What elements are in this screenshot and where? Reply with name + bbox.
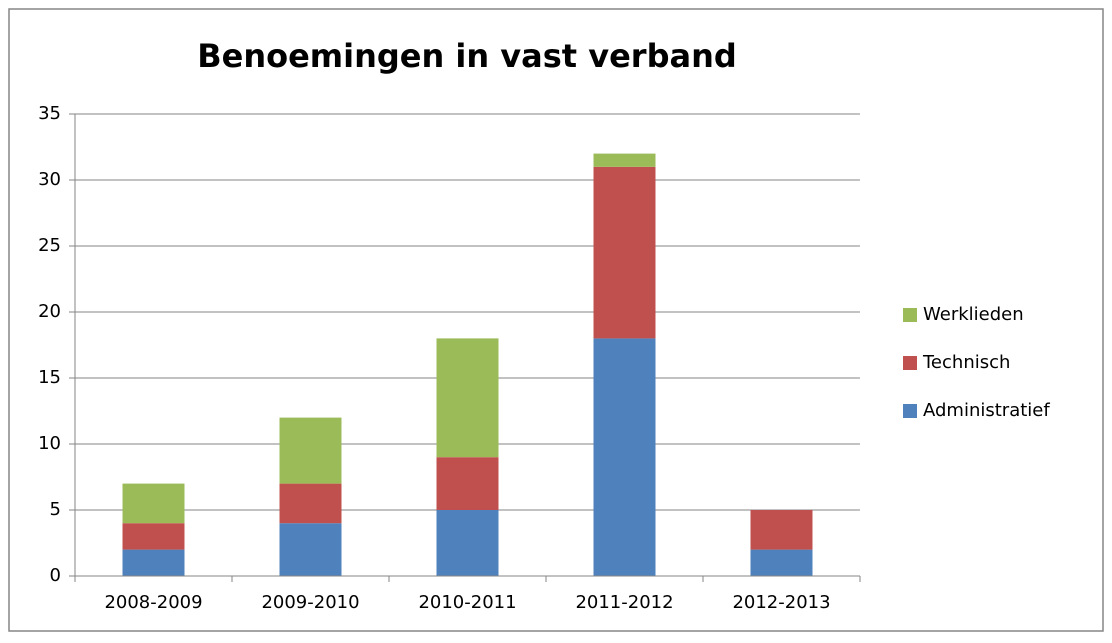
y-tick-label: 30 bbox=[38, 169, 61, 190]
bar-segment bbox=[122, 523, 185, 550]
bar-segment bbox=[593, 166, 656, 339]
bar-segment bbox=[436, 338, 499, 458]
bar-segment bbox=[436, 457, 499, 510]
bar-segment bbox=[279, 523, 342, 576]
legend-label: Administratief bbox=[923, 400, 1050, 421]
x-tick-label: 2011-2012 bbox=[575, 592, 673, 613]
bar-segment bbox=[279, 417, 342, 484]
bar-segment bbox=[593, 153, 656, 167]
y-tick-label: 5 bbox=[50, 499, 61, 520]
chart-frame bbox=[8, 8, 1104, 632]
legend-swatch bbox=[903, 356, 917, 370]
bar-segment bbox=[750, 549, 813, 576]
legend-swatch bbox=[903, 308, 917, 322]
bar-segment bbox=[436, 510, 499, 576]
y-tick-label: 20 bbox=[38, 301, 61, 322]
legend-label: Werklieden bbox=[923, 304, 1024, 325]
bar-segment bbox=[750, 510, 813, 550]
x-tick-label: 2009-2010 bbox=[261, 592, 359, 613]
bar-segment bbox=[122, 483, 185, 524]
y-tick-label: 0 bbox=[50, 565, 61, 586]
x-tick-label: 2012-2013 bbox=[732, 592, 830, 613]
y-tick-label: 15 bbox=[38, 367, 61, 388]
x-tick-label: 2010-2011 bbox=[418, 592, 516, 613]
legend-label: Technisch bbox=[922, 352, 1010, 373]
y-tick-label: 10 bbox=[38, 433, 61, 454]
legend-swatch bbox=[903, 404, 917, 418]
y-tick-label: 35 bbox=[38, 103, 61, 124]
bar-segment bbox=[122, 549, 185, 576]
y-tick-label: 25 bbox=[38, 235, 61, 256]
chart-title: Benoemingen in vast verband bbox=[197, 37, 737, 75]
x-tick-label: 2008-2009 bbox=[104, 592, 202, 613]
bar-segment bbox=[593, 338, 656, 576]
bar-segment bbox=[279, 483, 342, 524]
